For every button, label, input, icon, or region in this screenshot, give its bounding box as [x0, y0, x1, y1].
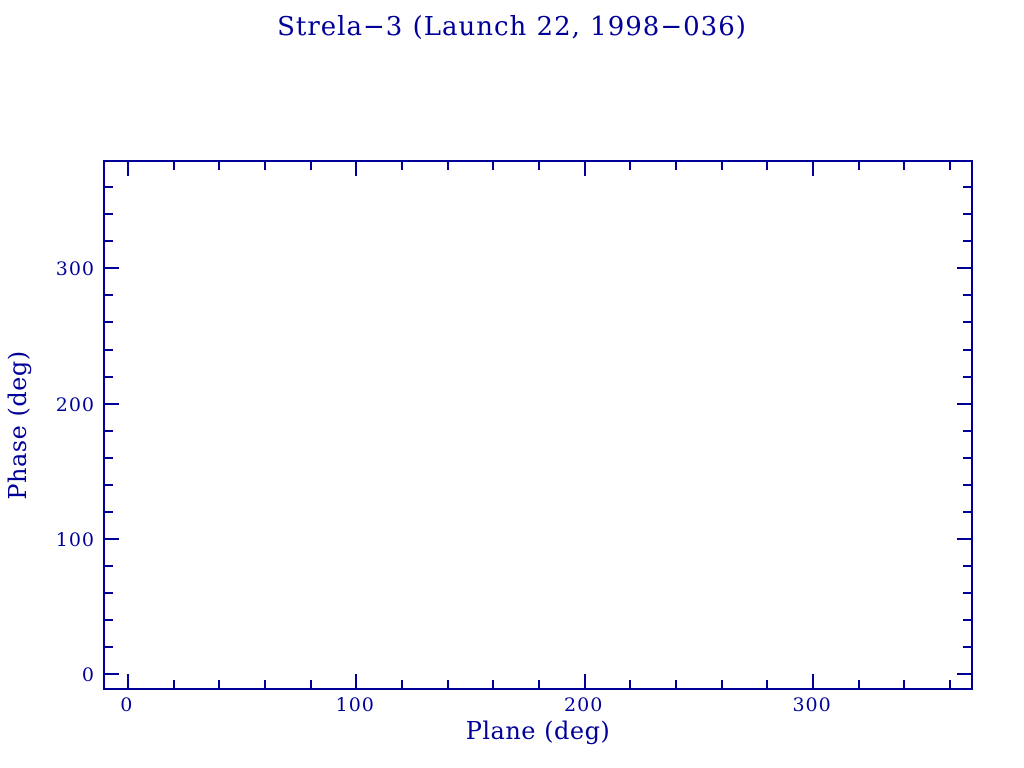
x-axis-title: Plane (deg): [465, 717, 611, 745]
y-minor-tick: [105, 646, 113, 649]
y-minor-tick: [105, 483, 113, 486]
x-minor-tick: [949, 162, 952, 170]
x-minor-tick: [400, 162, 403, 170]
y-minor-tick: [963, 456, 971, 459]
y-minor-tick: [105, 348, 113, 351]
y-minor-tick: [963, 429, 971, 432]
x-tick-label: 0: [120, 694, 134, 716]
x-minor-tick: [446, 680, 449, 688]
x-tick-label: 300: [792, 694, 832, 716]
y-minor-tick: [963, 646, 971, 649]
x-minor-tick: [172, 680, 175, 688]
x-minor-tick: [492, 162, 495, 170]
y-major-tick: [105, 673, 119, 676]
y-major-tick: [105, 538, 119, 541]
x-minor-tick: [766, 162, 769, 170]
x-minor-tick: [903, 162, 906, 170]
x-minor-tick: [309, 162, 312, 170]
x-minor-tick: [720, 680, 723, 688]
chart-title: Strela−3 (Launch 22, 1998−036): [277, 12, 747, 42]
y-tick-label: 0: [81, 664, 95, 687]
y-major-tick: [957, 673, 971, 676]
x-minor-tick: [629, 680, 632, 688]
x-minor-tick: [857, 680, 860, 688]
x-minor-tick: [675, 680, 678, 688]
y-minor-tick: [963, 213, 971, 216]
y-major-tick: [957, 538, 971, 541]
x-minor-tick: [949, 680, 952, 688]
x-minor-tick: [538, 162, 540, 170]
y-minor-tick: [105, 429, 113, 432]
x-minor-tick: [309, 680, 312, 688]
y-minor-tick: [963, 294, 971, 297]
y-minor-tick: [963, 565, 971, 568]
x-major-tick: [355, 162, 358, 176]
y-minor-tick: [105, 213, 113, 216]
y-minor-tick: [105, 375, 113, 378]
x-minor-tick: [492, 680, 495, 688]
x-minor-tick: [857, 162, 860, 170]
x-major-tick: [812, 674, 815, 688]
x-minor-tick: [629, 162, 632, 170]
x-major-tick: [126, 162, 129, 176]
y-major-tick: [957, 267, 971, 270]
y-minor-tick: [963, 619, 971, 622]
y-axis-title: Phase (deg): [4, 350, 32, 500]
plot-area: [103, 160, 973, 690]
x-tick-label: 100: [335, 694, 375, 716]
x-minor-tick: [218, 162, 221, 170]
x-minor-tick: [446, 162, 449, 170]
x-minor-tick: [766, 680, 769, 688]
y-minor-tick: [105, 240, 113, 243]
x-minor-tick: [263, 162, 266, 170]
y-minor-tick: [105, 321, 113, 324]
y-minor-tick: [105, 565, 113, 568]
y-minor-tick: [963, 321, 971, 324]
y-minor-tick: [105, 592, 113, 595]
x-minor-tick: [538, 680, 540, 688]
y-minor-tick: [963, 348, 971, 351]
x-tick-label: 200: [564, 694, 604, 716]
y-minor-tick: [963, 375, 971, 378]
x-minor-tick: [172, 162, 175, 170]
y-major-tick: [957, 402, 971, 405]
y-minor-tick: [963, 240, 971, 243]
x-minor-tick: [720, 162, 723, 170]
y-minor-tick: [105, 294, 113, 297]
x-minor-tick: [675, 162, 678, 170]
y-minor-tick: [105, 456, 113, 459]
x-major-tick: [812, 162, 815, 176]
x-major-tick: [126, 674, 129, 688]
x-major-tick: [355, 674, 358, 688]
y-tick-label: 300: [55, 258, 95, 281]
y-tick-label: 100: [55, 529, 95, 552]
y-major-tick: [105, 402, 119, 405]
x-minor-tick: [218, 680, 221, 688]
y-minor-tick: [105, 511, 113, 513]
x-major-tick: [583, 162, 586, 176]
y-minor-tick: [963, 511, 971, 513]
x-minor-tick: [263, 680, 266, 688]
x-major-tick: [583, 674, 586, 688]
y-minor-tick: [105, 186, 113, 189]
y-major-tick: [105, 267, 119, 270]
x-minor-tick: [400, 680, 403, 688]
y-minor-tick: [963, 592, 971, 595]
y-minor-tick: [963, 186, 971, 189]
y-tick-label: 200: [55, 393, 95, 416]
x-minor-tick: [903, 680, 906, 688]
y-minor-tick: [963, 483, 971, 486]
y-minor-tick: [105, 619, 113, 622]
